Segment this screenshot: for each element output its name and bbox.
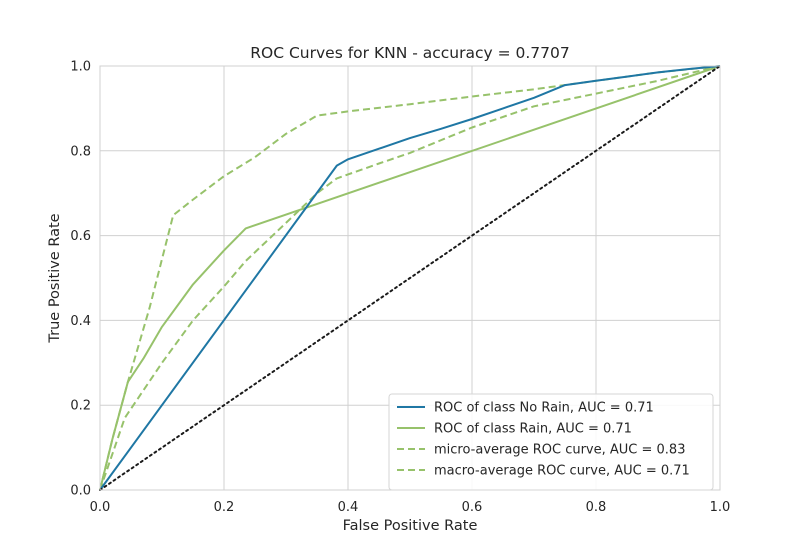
x-axis-label: False Positive Rate xyxy=(343,518,478,534)
tick-labels: 0.0 0.2 0.4 0.6 0.8 1.0 0.0 0.2 0.4 0.6 0.8 1.0 xyxy=(70,60,730,516)
legend-box xyxy=(388,393,714,491)
x-tick-label: 0.6 xyxy=(462,500,483,515)
x-tick-label: 0.4 xyxy=(338,500,359,515)
y-tick-label: 0.8 xyxy=(70,144,91,159)
x-tick-label: 0.0 xyxy=(90,500,111,515)
y-tick-label: 1.0 xyxy=(70,60,91,75)
legend-entry-label: ROC of class No Rain, AUC = 0.71 xyxy=(434,401,654,416)
x-tick-label: 0.2 xyxy=(214,500,235,515)
series-layer xyxy=(99,65,721,491)
legend: ROC of class No Rain, AUC = 0.71 ROC of c… xyxy=(388,393,714,491)
roc-series-line xyxy=(99,65,721,491)
x-tick-label: 0.8 xyxy=(586,500,607,515)
y-tick-label: 0.0 xyxy=(70,484,91,499)
chart-title: ROC Curves for KNN - accuracy = 0.7707 xyxy=(250,44,570,62)
legend-entry-label: micro-average ROC curve, AUC = 0.83 xyxy=(434,443,685,458)
y-tick-label: 0.4 xyxy=(70,314,91,329)
roc-series-line xyxy=(99,65,721,491)
y-tick-label: 0.6 xyxy=(70,229,91,244)
legend-entry-label: macro-average ROC curve, AUC = 0.71 xyxy=(434,464,690,479)
y-tick-label: 0.2 xyxy=(70,399,91,414)
y-axis-label: True Positive Rate xyxy=(47,213,63,343)
x-tick-label: 1.0 xyxy=(710,500,731,515)
legend-entry-label: ROC of class Rain, AUC = 0.71 xyxy=(434,422,632,437)
roc-series-line xyxy=(99,65,721,491)
chance-diagonal-line xyxy=(99,65,721,491)
